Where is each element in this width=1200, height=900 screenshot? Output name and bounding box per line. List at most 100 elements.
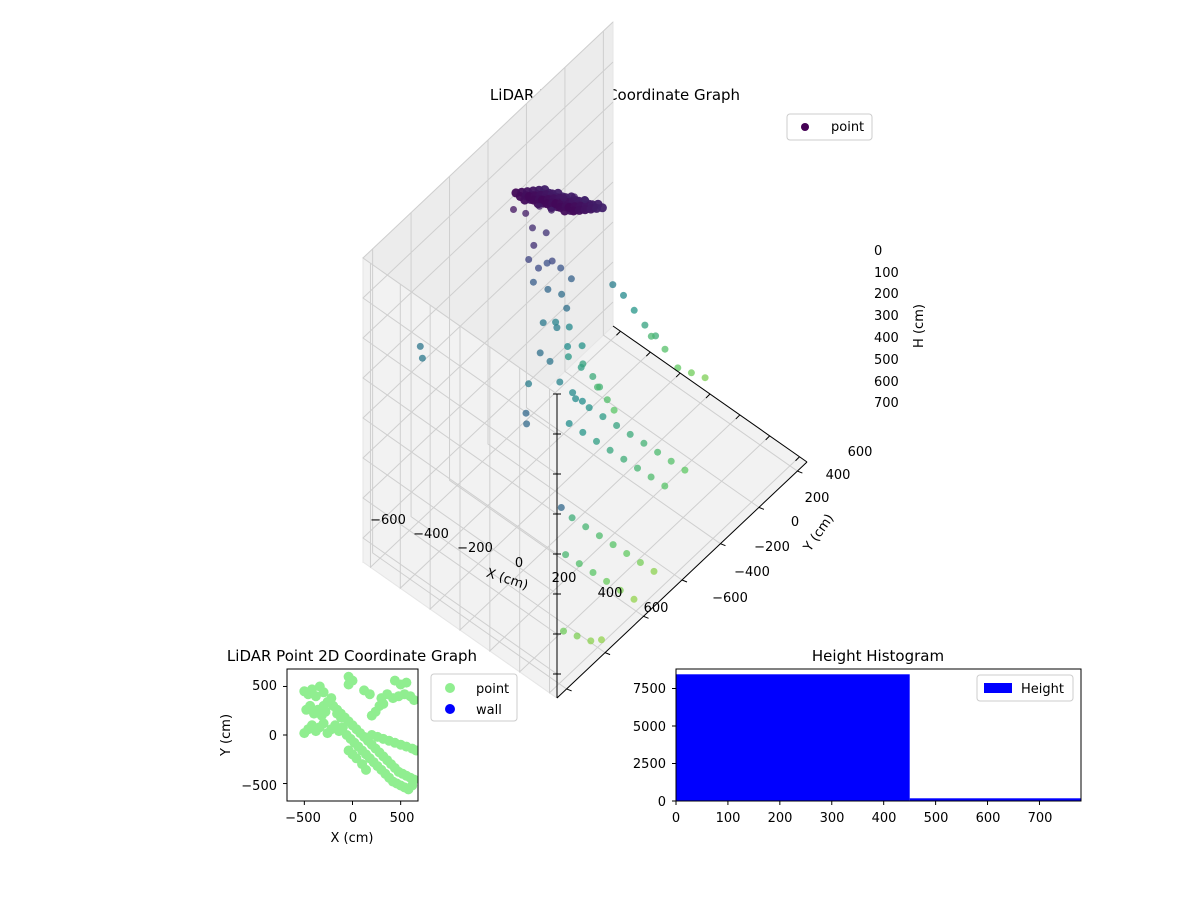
y-tick-label: 0 xyxy=(791,515,799,530)
point-marker xyxy=(609,281,617,289)
point-marker xyxy=(623,550,631,557)
point-marker xyxy=(310,691,321,702)
y-tick-label: 5000 xyxy=(633,720,666,735)
x-tick-label: 400 xyxy=(598,586,623,601)
point-marker xyxy=(589,373,597,380)
point-marker xyxy=(641,321,649,329)
histogram-bars xyxy=(676,674,1081,802)
point-marker xyxy=(630,306,638,314)
x-tick-mark xyxy=(675,372,681,378)
x-tick-label: −200 xyxy=(457,541,493,556)
point-marker xyxy=(620,291,627,299)
point-marker xyxy=(598,636,605,644)
z-axis-label: H (cm) xyxy=(912,304,927,348)
legend-box xyxy=(976,674,1074,702)
point-marker xyxy=(654,448,662,456)
panel-3d-scatter: LiDAR Point 3D Coordinate Graph 0 100 20… xyxy=(362,20,927,699)
point-marker xyxy=(606,446,614,454)
point-marker xyxy=(674,364,682,372)
point-marker xyxy=(595,532,603,540)
point-marker xyxy=(409,695,418,706)
point-marker xyxy=(579,360,587,368)
point-marker xyxy=(530,241,538,249)
point-marker xyxy=(570,193,578,201)
point-marker xyxy=(510,206,517,213)
point-marker xyxy=(630,595,638,603)
point-marker xyxy=(565,323,573,331)
y-tick-label: 200 xyxy=(805,491,830,506)
legend-label-point: point xyxy=(831,120,864,135)
x-tick-mark xyxy=(795,456,800,462)
point-marker xyxy=(556,378,564,386)
legend-box xyxy=(786,113,873,141)
x-tick-label: 500 xyxy=(390,811,415,826)
x-tick-label: 300 xyxy=(820,811,845,826)
grid-line-z xyxy=(362,141,614,515)
panel-3d-grid xyxy=(362,21,800,694)
y-tick-label: −600 xyxy=(712,591,748,606)
point-marker xyxy=(335,712,346,723)
x-tick-label: 700 xyxy=(1028,811,1053,826)
grid-line-y xyxy=(449,176,644,617)
point-marker xyxy=(562,551,570,559)
point-marker xyxy=(578,397,586,405)
y-tick-label: −400 xyxy=(734,565,770,580)
point-marker xyxy=(640,439,648,447)
y-tick-mark xyxy=(566,688,572,692)
grid-line-y xyxy=(525,103,721,545)
point-marker xyxy=(564,343,572,350)
point-marker xyxy=(544,285,552,293)
point-marker xyxy=(522,409,530,417)
grid-line-z xyxy=(362,21,614,395)
point-marker xyxy=(636,559,644,566)
z-tick-label: 400 xyxy=(874,331,899,346)
x-tick-label: 100 xyxy=(716,811,741,826)
point-marker xyxy=(401,677,412,688)
point-marker xyxy=(539,319,547,327)
grid-line-z xyxy=(362,101,614,475)
point-marker xyxy=(529,224,536,232)
histogram-bar xyxy=(909,798,1081,801)
point-marker xyxy=(409,774,418,785)
point-marker xyxy=(525,256,533,263)
histogram-y-ticks: 0 2500 5000 7500 xyxy=(633,682,666,810)
point-marker xyxy=(581,196,589,204)
point-marker xyxy=(535,202,543,210)
histogram-legend: Height xyxy=(976,674,1074,702)
grid-line-x xyxy=(549,388,800,694)
point-marker xyxy=(305,700,316,711)
z-tick-label: 300 xyxy=(874,309,899,324)
point-marker xyxy=(523,420,531,428)
y-tick-label: 500 xyxy=(252,679,277,694)
y-tick-mark xyxy=(643,615,649,619)
grid-line-y xyxy=(602,31,798,472)
grid-line-x xyxy=(399,284,651,590)
point-marker xyxy=(543,259,551,267)
y-tick-label: −200 xyxy=(754,540,790,555)
point-marker xyxy=(585,404,593,412)
point-marker xyxy=(536,349,544,357)
legend-marker-point xyxy=(801,123,809,131)
x-tick-mark xyxy=(616,330,621,336)
point-marker xyxy=(525,380,533,388)
point-marker xyxy=(687,369,695,377)
x-tick-label: 600 xyxy=(976,811,1001,826)
point-marker xyxy=(579,428,587,436)
x-tick-label: 200 xyxy=(552,571,577,586)
y-axis-label: Y (cm) xyxy=(800,511,837,555)
panel-2d-tick-marks xyxy=(283,685,402,805)
grid-line-x xyxy=(489,346,741,653)
point-marker xyxy=(318,687,329,698)
point-marker xyxy=(553,324,561,332)
y-tick-label: −500 xyxy=(241,779,277,794)
point-marker xyxy=(565,420,573,427)
x-tick-mark xyxy=(705,393,711,399)
z-tick-label: 200 xyxy=(874,287,899,302)
panel-2d-points xyxy=(299,671,418,795)
point-marker xyxy=(647,473,655,481)
grid-line-y xyxy=(564,67,760,508)
point-marker xyxy=(650,567,658,575)
point-marker xyxy=(661,482,669,490)
panel-3d-points xyxy=(416,185,709,645)
